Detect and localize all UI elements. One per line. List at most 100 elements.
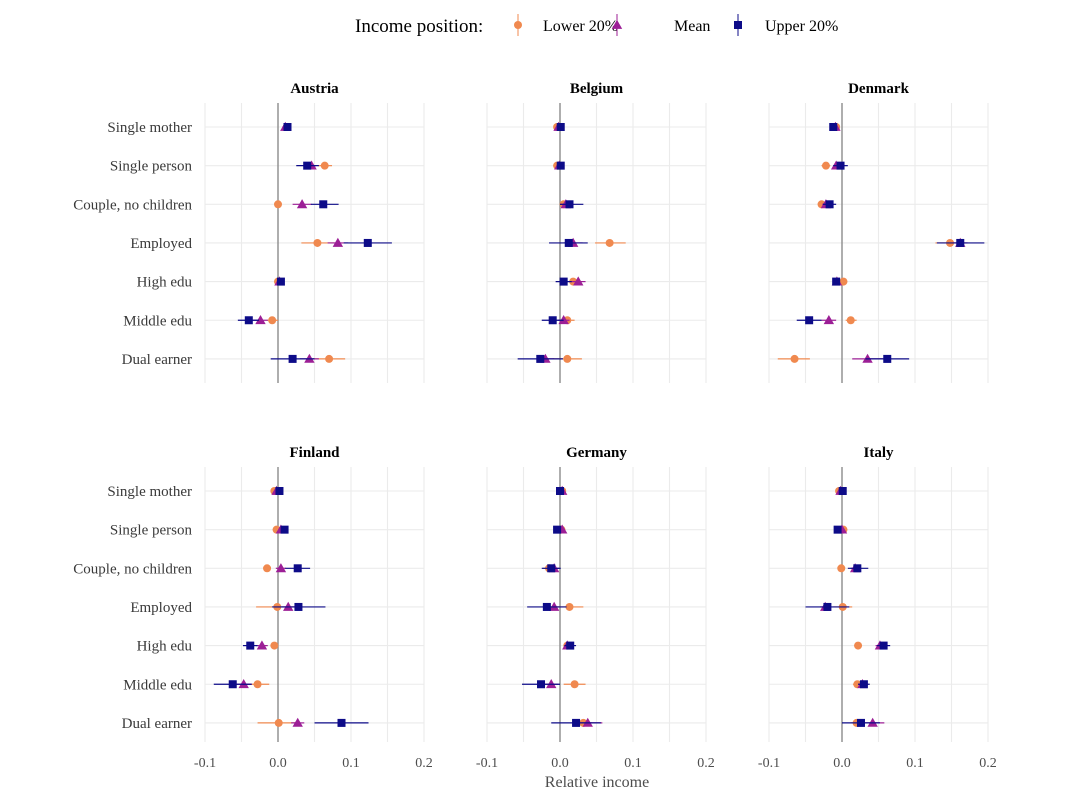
data-point bbox=[280, 525, 289, 534]
legend-entries: Lower 20% Mean Upper 20% bbox=[514, 14, 838, 36]
data-point bbox=[859, 680, 868, 689]
data-point bbox=[558, 315, 569, 325]
data-point bbox=[565, 200, 574, 209]
data-point bbox=[556, 161, 565, 170]
panel-title: Austria bbox=[290, 81, 339, 97]
panel-belgium: Belgium bbox=[486, 81, 707, 383]
panel-italy: Italy -0.1 0.0 0.1 0.2 bbox=[758, 445, 997, 771]
series-mean bbox=[253, 121, 349, 363]
legend-label-upper-20: Upper 20% bbox=[765, 18, 838, 35]
data-point bbox=[542, 602, 551, 611]
category-label-dual-earner: Dual earner bbox=[122, 352, 192, 368]
data-point bbox=[823, 602, 832, 611]
data-point bbox=[276, 277, 285, 286]
panel-title: Denmark bbox=[848, 81, 909, 97]
data-point bbox=[829, 123, 838, 131]
data-point bbox=[363, 238, 372, 247]
data-point bbox=[263, 564, 272, 573]
legend-item-upper-20: Upper 20% bbox=[734, 14, 838, 36]
data-point bbox=[274, 718, 283, 727]
panel-austria: Austria Single mother Single person Couple,… bbox=[73, 81, 425, 383]
category-label-single-mother: Single mother bbox=[107, 120, 192, 136]
data-point bbox=[821, 161, 830, 170]
series-mean bbox=[536, 121, 586, 363]
category-label-middle-edu: Middle edu bbox=[123, 677, 192, 693]
data-point bbox=[238, 679, 249, 689]
data-point bbox=[582, 717, 593, 727]
data-point bbox=[253, 680, 262, 689]
data-point bbox=[556, 123, 565, 131]
data-point bbox=[313, 238, 322, 247]
x-tick-label: 0.0 bbox=[269, 756, 287, 771]
category-label-single-person: Single person bbox=[110, 159, 193, 175]
x-tick-label: -0.1 bbox=[476, 756, 498, 771]
data-point bbox=[605, 238, 614, 247]
x-tick-label: -0.1 bbox=[194, 756, 216, 771]
category-label-couple-no-children: Couple, no children bbox=[73, 561, 192, 577]
series-mean bbox=[235, 485, 305, 727]
series-upper-20 bbox=[522, 487, 601, 727]
panels: Austria Single mother Single person Couple,… bbox=[73, 81, 996, 771]
x-tick-label: 0.1 bbox=[342, 756, 360, 771]
category-label-middle-edu: Middle edu bbox=[123, 313, 192, 329]
x-tick-label: 0.2 bbox=[415, 756, 433, 771]
data-point bbox=[283, 123, 292, 131]
data-point bbox=[570, 680, 579, 689]
data-point bbox=[563, 354, 572, 363]
data-point bbox=[275, 563, 287, 573]
x-tick-label: 0.2 bbox=[979, 756, 997, 771]
legend-item-lower-20: Lower 20% bbox=[514, 14, 618, 36]
data-point bbox=[275, 487, 284, 495]
data-point bbox=[293, 564, 302, 573]
data-point bbox=[548, 601, 560, 611]
category-label-single-mother: Single mother bbox=[107, 484, 192, 500]
data-point bbox=[319, 200, 328, 209]
panel-title: Belgium bbox=[570, 81, 624, 97]
data-point bbox=[332, 237, 344, 247]
data-point bbox=[566, 641, 575, 650]
legend-title: Income position: bbox=[355, 16, 483, 37]
data-point bbox=[867, 717, 878, 727]
data-point bbox=[283, 601, 294, 611]
data-point bbox=[268, 316, 277, 325]
series-upper-20 bbox=[517, 123, 588, 363]
data-point bbox=[790, 354, 799, 363]
x-tick-label: 0.1 bbox=[624, 756, 642, 771]
panel-title: Italy bbox=[864, 445, 895, 461]
series-upper-20 bbox=[213, 487, 369, 727]
data-point bbox=[337, 718, 346, 727]
data-point bbox=[573, 276, 584, 286]
data-point bbox=[564, 238, 573, 247]
data-point bbox=[246, 641, 255, 650]
x-tick-label: 0.0 bbox=[551, 756, 569, 771]
data-point bbox=[833, 525, 842, 534]
panel-title: Germany bbox=[566, 445, 627, 461]
data-point bbox=[244, 316, 253, 325]
x-axis-title: Relative income bbox=[545, 774, 649, 791]
data-point bbox=[572, 718, 581, 727]
data-point bbox=[559, 277, 568, 286]
data-point bbox=[303, 161, 312, 170]
data-point bbox=[548, 316, 557, 325]
data-point bbox=[836, 161, 845, 170]
data-point bbox=[556, 487, 564, 495]
data-point bbox=[547, 564, 556, 573]
x-tick-label: 0.1 bbox=[906, 756, 924, 771]
data-point bbox=[839, 277, 848, 286]
data-point bbox=[832, 277, 841, 286]
data-point bbox=[292, 717, 303, 727]
category-label-dual-earner: Dual earner bbox=[122, 716, 192, 732]
panel-denmark: Denmark bbox=[768, 81, 989, 383]
legend-marker-upper-20 bbox=[734, 21, 742, 29]
data-point bbox=[956, 238, 965, 247]
category-label-high-edu: High edu bbox=[137, 639, 193, 655]
data-point bbox=[846, 316, 855, 325]
legend-marker-mean bbox=[611, 19, 623, 29]
data-point bbox=[546, 679, 557, 689]
panel-finland: Finland Single mother Single person Couple,… bbox=[73, 445, 432, 771]
data-point bbox=[304, 353, 315, 363]
data-point bbox=[536, 354, 545, 363]
data-point bbox=[825, 200, 834, 209]
data-point bbox=[256, 640, 268, 650]
